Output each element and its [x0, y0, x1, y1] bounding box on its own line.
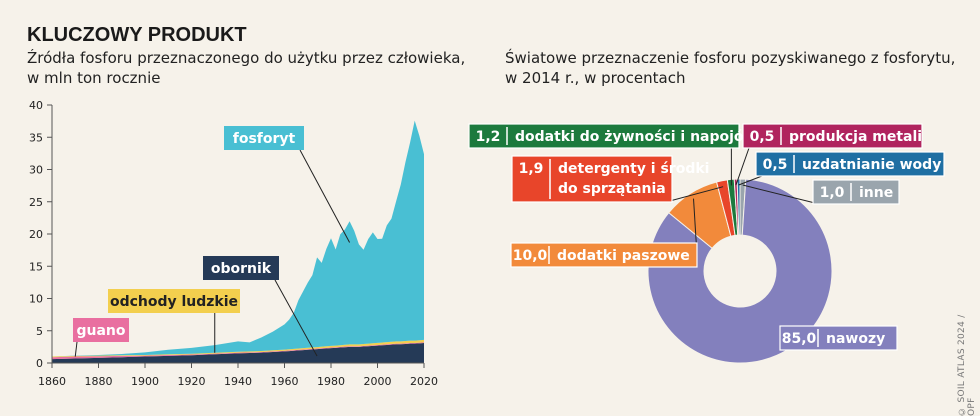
left-subtitle-line-1: Źródła fosforu przeznaczonego do użytku … [27, 49, 466, 67]
leader-line-guano [74, 341, 78, 357]
donut-value-detergenty-i-srodki-do-sprzatania: 1,9 [519, 161, 544, 177]
leader-line-fosforyt [299, 149, 351, 243]
kicker-title: KLUCZOWY PRODUKT [27, 24, 247, 46]
area-series-fosforyt [52, 120, 424, 357]
donut-value-uzdatnianie-wody: 0,5 [763, 157, 788, 173]
donut-label-box-nawozy [779, 325, 898, 351]
x-tick-label: 1880 [85, 375, 113, 388]
donut-label-box-inne [812, 179, 900, 205]
y-tick-label: 15 [29, 260, 43, 273]
series-label-odchody-ludzkie: odchody ludzkie [110, 294, 238, 310]
donut-leader-detergenty-i-srodki-do-sprzatania [665, 186, 724, 203]
donut-value-dodatki-paszowe: 10,0 [513, 248, 548, 264]
series-label-fosforyt: fosforyt [233, 131, 296, 147]
label-box-odchody-ludzkie [108, 289, 240, 313]
donut-slice-nawozy [647, 178, 833, 364]
x-tick-label: 2000 [364, 375, 392, 388]
area-series-guano [52, 342, 424, 360]
y-tick-label: 10 [29, 293, 43, 306]
y-tick-label: 0 [36, 357, 43, 370]
y-tick-label: 30 [29, 164, 43, 177]
donut-leader-produkcja-metali [735, 147, 750, 186]
right-subtitle-line-1: Światowe przeznaczenie fosforu pozyskiwa… [505, 49, 956, 67]
series-label-guano: guano [76, 323, 125, 339]
left-subtitle-line-2: w mln ton rocznie [27, 69, 161, 87]
donut-leader-uzdatnianie-wody [738, 175, 763, 186]
donut-value-inne: 1,0 [820, 185, 845, 201]
label-box-obornik [203, 256, 279, 280]
donut-label-produkcja-metali: produkcja metali [789, 129, 922, 145]
donut-label-dodatki-do-zywnosci-i-napojow: dodatki do żywności i napojów [515, 129, 757, 145]
x-tick-label: 1860 [38, 375, 66, 388]
donut-label-inne: inne [859, 185, 893, 201]
x-tick-label: 1960 [271, 375, 299, 388]
y-tick-label: 5 [36, 325, 43, 338]
leader-line-obornik [274, 279, 318, 357]
donut-label-dodatki-paszowe: dodatki paszowe [557, 248, 690, 264]
donut-value-nawozy: 85,0 [782, 331, 817, 347]
donut-label-box-produkcja-metali [742, 123, 923, 149]
y-tick-label: 35 [29, 131, 43, 144]
donut-label-box-detergenty-i-srodki-do-sprzatania [511, 155, 673, 203]
label-box-fosforyt [224, 126, 304, 150]
donut-label-box-dodatki-do-zywnosci-i-napojow [468, 123, 740, 149]
credit-text: © SOIL ATLAS 2024 / OPF [957, 314, 977, 416]
x-tick-label: 2020 [410, 375, 438, 388]
x-tick-label: 1920 [178, 375, 206, 388]
donut-label-nawozy: nawozy [826, 331, 885, 347]
donut-label-box-uzdatnianie-wody [755, 151, 945, 177]
x-tick-label: 1980 [317, 375, 345, 388]
area-series-obornik [52, 343, 424, 363]
donut-label-detergenty-i-srodki-do-sprzatania-line-2: do sprzątania [558, 181, 666, 197]
donut-value-dodatki-do-zywnosci-i-napojow: 1,2 [476, 129, 501, 145]
donut-label-detergenty-i-srodki-do-sprzatania-line-1: detergenty i środki [558, 161, 709, 177]
x-tick-label: 1900 [131, 375, 159, 388]
right-subtitle: Światowe przeznaczenie fosforu pozyskiwa… [505, 48, 955, 88]
donut-leader-inne [742, 184, 820, 205]
y-tick-label: 40 [29, 99, 43, 112]
series-label-obornik: obornik [211, 261, 272, 277]
y-tick-label: 20 [29, 228, 43, 241]
left-subtitle: Źródła fosforu przeznaczonego do użytku … [27, 48, 465, 88]
y-tick-label: 25 [29, 196, 43, 209]
label-box-guano [73, 318, 129, 342]
donut-label-uzdatnianie-wody: uzdatnianie wody [802, 157, 941, 173]
donut-value-produkcja-metali: 0,5 [750, 129, 775, 145]
x-tick-label: 1940 [224, 375, 252, 388]
donut-label-box-dodatki-paszowe [510, 242, 698, 268]
right-subtitle-line-2: w 2014 r., w procentach [505, 69, 686, 87]
